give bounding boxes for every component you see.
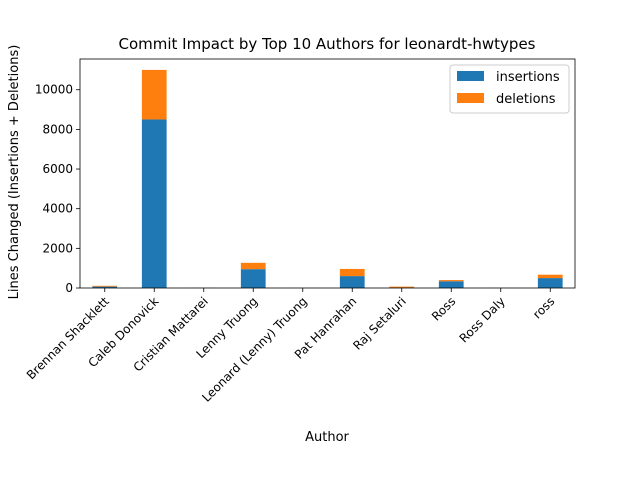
bar-insertions-7 <box>438 281 464 288</box>
y-axis: 0 2000 4000 6000 8000 10000 <box>35 83 80 295</box>
chart-title: Commit Impact by Top 10 Authors for leon… <box>118 35 535 53</box>
legend-swatch-insertions <box>457 71 484 81</box>
y-tick-label: 0 <box>65 281 73 295</box>
bar-deletions-0 <box>92 285 118 287</box>
bar-insertions-3 <box>240 269 266 288</box>
y-tick-label: 4000 <box>42 202 73 216</box>
bar-deletions-3 <box>240 262 266 270</box>
legend-label-deletions: deletions <box>496 92 556 107</box>
y-tick-label: 2000 <box>42 241 73 255</box>
bar-insertions-0 <box>92 286 118 288</box>
plot-frame <box>79 58 576 289</box>
bar-deletions-7 <box>438 280 464 282</box>
bar-deletions-9 <box>537 274 563 279</box>
x-tick-label: Raj Setaluri <box>350 294 409 353</box>
x-tick-label: Ross Daly <box>457 294 508 345</box>
bar-insertions-1 <box>141 119 167 288</box>
bar-deletions-6 <box>389 286 415 288</box>
bar-insertions-5 <box>339 276 365 288</box>
bar-deletions-1 <box>141 69 167 120</box>
legend-label-insertions: insertions <box>496 70 560 85</box>
y-tick-label: 6000 <box>42 162 73 176</box>
bar-insertions-9 <box>537 278 563 288</box>
x-tick-label: Ross <box>429 294 458 323</box>
x-tick-label: Brennan Shacklett <box>24 294 112 382</box>
y-tick-label: 8000 <box>42 122 73 136</box>
y-axis-label: Lines Changed (Insertions + Deletions) <box>7 45 22 300</box>
x-tick-label: ross <box>530 294 557 321</box>
y-tick-label: 10000 <box>35 83 73 97</box>
legend-swatch-deletions <box>457 93 484 103</box>
x-axis-label: Author <box>305 430 349 445</box>
legend: insertions deletions <box>449 64 570 114</box>
bar-deletions-5 <box>339 268 365 277</box>
plot-area <box>79 58 576 289</box>
